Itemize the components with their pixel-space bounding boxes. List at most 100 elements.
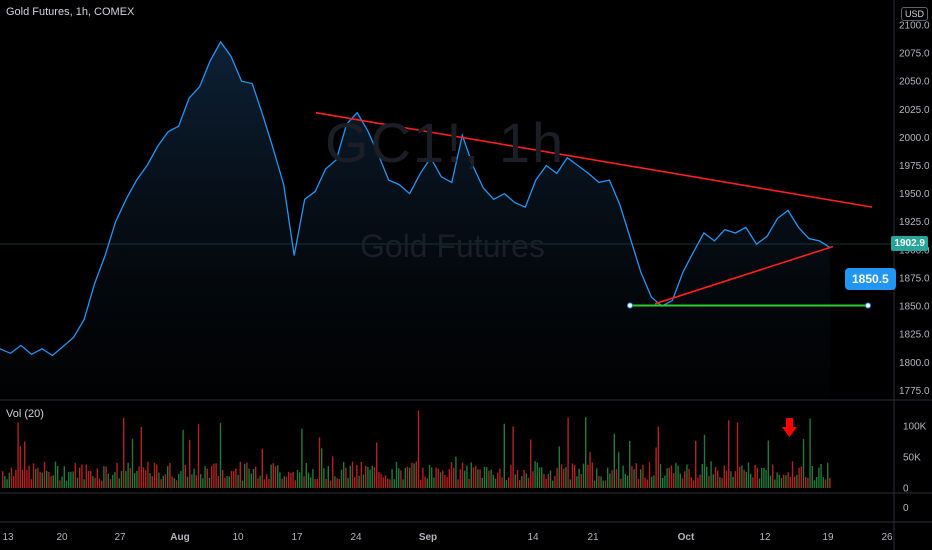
volume-bar: [336, 478, 338, 488]
volume-bar: [813, 480, 816, 488]
volume-bar: [140, 426, 142, 488]
volume-bar: [118, 478, 120, 488]
volume-bar: [292, 471, 294, 488]
volume-bar: [28, 465, 30, 488]
volume-bar: [219, 422, 222, 488]
volume-bar: [70, 471, 72, 488]
volume-bar: [640, 469, 642, 488]
descending-trendline[interactable]: [315, 111, 873, 208]
volume-indicator-title[interactable]: Vol (20): [6, 408, 44, 420]
volume-bar: [37, 467, 39, 488]
volume-bar: [567, 417, 569, 488]
volume-bar: [446, 477, 448, 488]
volume-bar: [325, 478, 327, 488]
chart-title[interactable]: Gold Futures, 1h, COMEX: [6, 6, 135, 18]
volume-bar: [554, 475, 556, 488]
volume-bar: [721, 478, 723, 488]
volume-bar: [481, 478, 483, 488]
volume-bar: [186, 476, 189, 488]
time-axis-label: Sep: [419, 532, 437, 543]
volume-bar: [266, 474, 268, 488]
volume-bar: [569, 479, 571, 488]
volume-bar: [283, 476, 285, 488]
volume-bar: [796, 474, 798, 488]
volume-bar: [63, 466, 65, 488]
volume-bar: [611, 470, 613, 488]
volume-bar: [131, 438, 134, 488]
volume-bar: [358, 475, 360, 488]
volume-bar: [776, 472, 778, 488]
lower-pane-axis-label: 0: [903, 503, 909, 514]
volume-bar: [541, 467, 543, 488]
volume-bar: [824, 479, 827, 488]
price-callout[interactable]: 1850.5: [845, 268, 896, 290]
volume-bar: [664, 475, 666, 488]
volume-bar: [444, 475, 446, 488]
volume-bar: [246, 462, 248, 488]
volume-bar: [409, 467, 411, 488]
drawing-handle[interactable]: [627, 302, 633, 309]
volume-bar: [32, 463, 35, 488]
volume-bar: [112, 474, 114, 488]
drawings: [315, 111, 873, 309]
volume-bar: [732, 477, 734, 488]
volume-bar: [46, 471, 48, 488]
volume-bar: [530, 439, 532, 488]
currency-button[interactable]: USD: [900, 7, 928, 21]
volume-bar: [789, 477, 791, 488]
volume-bar: [83, 479, 85, 488]
volume-bar: [492, 475, 494, 488]
volume-bar: [666, 468, 668, 488]
price-axis-labels: 2100.0 2075.0 2050.0 2025.0 2000.0 1975.0 1950…: [899, 21, 930, 397]
volume-bar: [631, 466, 633, 488]
price-axis-label: 1975.0: [899, 161, 930, 172]
volume-bar: [785, 475, 787, 488]
volume-bar: [703, 434, 706, 488]
volume-bar: [389, 479, 391, 488]
volume-bar: [499, 468, 501, 488]
volume-bar: [435, 467, 437, 488]
volume-bar: [516, 470, 519, 488]
volume-bar: [448, 469, 450, 488]
drawing-handle[interactable]: [865, 302, 871, 309]
volume-bar: [547, 473, 549, 488]
time-axis-labels: 13 20 27 Aug 10 17 24 Sep 14 21 Oct 12 19 26: [2, 532, 893, 543]
volume-bar: [534, 461, 536, 488]
volume-bar: [769, 475, 772, 488]
volume-bar: [197, 424, 200, 488]
volume-bar: [378, 472, 380, 488]
volume-bar: [754, 465, 756, 488]
volume-bar: [149, 473, 151, 488]
volume-bar: [369, 469, 371, 488]
volume-bar: [103, 466, 105, 488]
volume-bar: [690, 477, 692, 488]
volume-bar: [109, 479, 112, 488]
volume-bar: [505, 480, 508, 488]
price-axis-label: 1950.0: [899, 189, 930, 200]
volume-bar: [596, 468, 598, 488]
volume-bar: [43, 461, 46, 488]
volume-bar: [758, 478, 761, 488]
volume-bar: [321, 448, 323, 488]
volume-bar: [138, 466, 140, 488]
volume-bar: [263, 479, 266, 488]
volume-bar: [600, 476, 602, 488]
volume-bar: [545, 478, 547, 488]
volume-bar: [13, 476, 15, 488]
volume-bar: [532, 471, 534, 488]
volume-bar: [820, 463, 822, 488]
volume-axis-labels: 100K 50K 0 0: [903, 422, 927, 514]
volume-bar: [433, 477, 435, 488]
volume-bar: [692, 480, 695, 488]
volume-bar: [602, 480, 604, 488]
volume-bar: [626, 475, 629, 488]
ascending-trendline[interactable]: [654, 245, 834, 305]
volume-bar: [57, 466, 59, 488]
volume-bar: [15, 469, 17, 488]
volume-bar: [329, 480, 332, 488]
time-axis-label: 10: [232, 532, 244, 543]
volume-bar: [728, 420, 730, 488]
volume-bar: [195, 475, 197, 488]
volume-bar: [288, 471, 290, 488]
